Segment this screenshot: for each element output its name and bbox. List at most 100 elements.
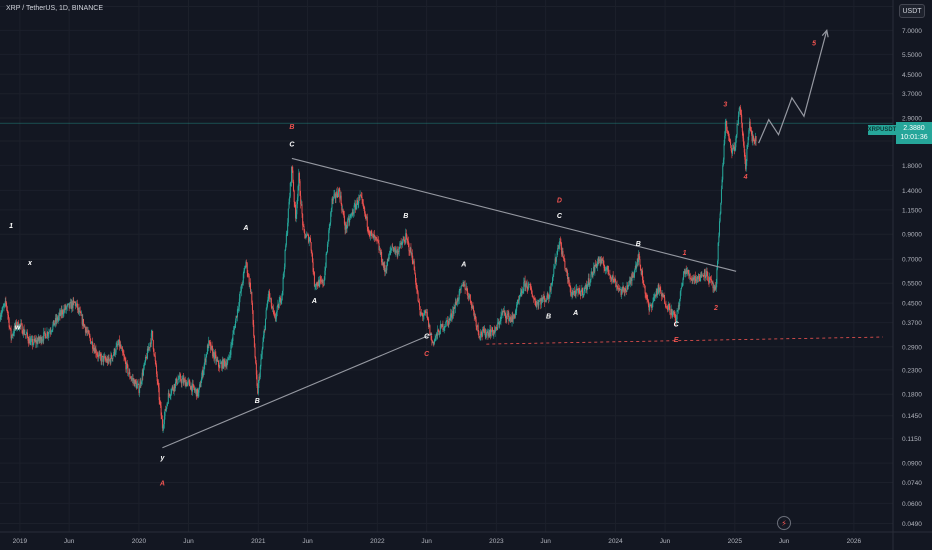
candle-body xyxy=(360,194,362,196)
candle-body xyxy=(707,272,709,281)
time-axis[interactable]: 2019 Jun 2020 Jun 2021 Jun 2022 Jun 2023 Jun 2024 J… xyxy=(0,531,932,545)
candle-body xyxy=(444,326,446,328)
candle-body xyxy=(341,209,343,211)
candle-body xyxy=(482,329,484,336)
candle-body xyxy=(336,191,338,196)
candle-body xyxy=(493,330,495,335)
candle-body xyxy=(728,132,730,137)
candle-body xyxy=(451,316,453,318)
candle-body xyxy=(618,288,620,290)
candle-body xyxy=(276,306,278,312)
candle-body xyxy=(723,143,725,160)
tradingview-icon[interactable]: ⚡ xyxy=(777,516,791,530)
candle-body xyxy=(296,197,298,205)
candle-body xyxy=(583,291,585,295)
candle-body xyxy=(34,338,36,341)
candle-body xyxy=(169,395,171,397)
candle-body xyxy=(139,381,141,389)
candle-body xyxy=(553,268,555,275)
y-tick-label: 0.0490 xyxy=(902,521,922,528)
candle-body xyxy=(665,304,667,308)
candle-body xyxy=(272,307,274,312)
candle-body xyxy=(562,251,564,258)
candle-body xyxy=(495,327,497,329)
candle-body xyxy=(209,342,211,344)
currency-button[interactable]: USDT xyxy=(899,4,925,18)
candle-body xyxy=(716,268,718,284)
candle-body xyxy=(6,303,8,307)
candle-body xyxy=(51,329,53,332)
candle-body xyxy=(480,331,482,335)
candle-body xyxy=(684,271,686,275)
candle-body xyxy=(111,358,113,359)
wave-label: B xyxy=(403,213,408,220)
candle-body xyxy=(324,270,326,280)
candle-body xyxy=(379,249,381,255)
candle-body xyxy=(550,285,552,291)
candle-body xyxy=(533,297,535,300)
candle-body xyxy=(421,313,423,315)
candle-body xyxy=(259,376,261,378)
candle-body xyxy=(417,292,419,301)
candle-body xyxy=(643,283,645,285)
candle-body xyxy=(715,283,717,290)
candle-body xyxy=(734,147,736,152)
candle-body xyxy=(737,115,739,125)
candle-body xyxy=(741,123,743,132)
candle-body xyxy=(478,336,480,338)
candle-body xyxy=(530,288,532,290)
candle-body xyxy=(370,231,372,234)
candle-body xyxy=(356,200,358,206)
candle-body xyxy=(147,348,149,351)
candle-body xyxy=(308,239,310,243)
candle-body xyxy=(469,294,471,301)
candle-body xyxy=(30,340,32,341)
candle-body xyxy=(737,124,739,125)
candle-body xyxy=(101,355,103,362)
projection-arrowhead xyxy=(821,29,829,38)
candle-body xyxy=(310,242,312,251)
candle-body xyxy=(343,213,345,216)
candle-body xyxy=(413,261,415,271)
candle-body xyxy=(701,275,703,277)
candle-body xyxy=(364,207,366,214)
candle-body xyxy=(158,387,160,400)
candle-body xyxy=(326,244,328,252)
candle-body xyxy=(352,212,354,215)
price-axis[interactable]: 0.0490 0.0600 0.0740 0.0900 0.1150 0.1450 0.18… xyxy=(892,0,932,550)
candle-body xyxy=(411,253,413,255)
candle-body xyxy=(75,304,77,307)
candle-body xyxy=(73,301,75,303)
candle-body xyxy=(116,344,118,347)
candle-body xyxy=(244,267,246,271)
candle-body xyxy=(617,287,619,290)
candle-body xyxy=(405,233,407,243)
candle-body xyxy=(115,346,117,353)
candle-body xyxy=(703,269,705,277)
candle-body xyxy=(149,342,151,348)
candle-body xyxy=(394,247,396,250)
candle-body xyxy=(625,290,627,292)
candle-body xyxy=(544,297,546,303)
candle-body xyxy=(24,334,26,335)
candle-body xyxy=(18,329,20,330)
candle-body xyxy=(679,298,681,307)
candle-body xyxy=(342,209,344,214)
candle-body xyxy=(50,331,52,333)
candle-body xyxy=(270,298,272,307)
candle-body xyxy=(96,353,98,355)
candle-body xyxy=(31,339,33,341)
candle-body xyxy=(175,378,177,382)
candle-body xyxy=(324,267,326,271)
candle-body xyxy=(274,316,276,319)
candle-body xyxy=(536,302,538,307)
candle-body xyxy=(88,333,90,336)
price-series xyxy=(0,104,757,433)
candle-body xyxy=(321,280,323,282)
candle-body xyxy=(523,280,525,283)
candle-body xyxy=(574,290,576,293)
candle-body xyxy=(486,331,488,333)
candle-body xyxy=(726,130,728,132)
wave-label: y xyxy=(159,455,165,462)
